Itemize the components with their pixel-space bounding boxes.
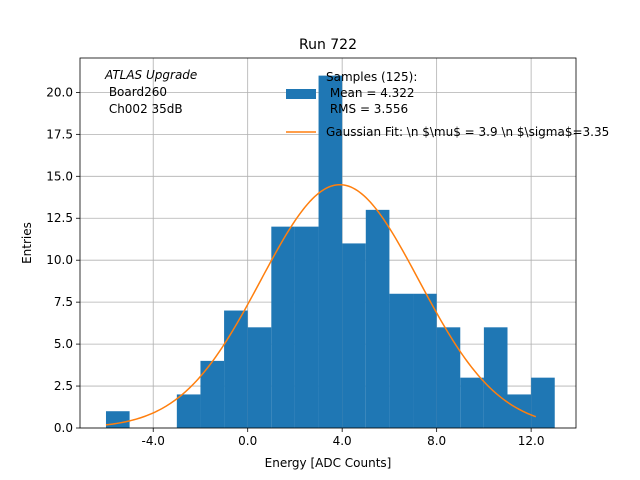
histogram-bar <box>247 327 272 428</box>
legend: Samples (125): Mean = 4.322 RMS = 3.556 … <box>286 70 609 139</box>
gaussian-fit-curve <box>105 183 537 426</box>
histogram-bar <box>271 226 295 428</box>
histogram-bar <box>224 310 248 428</box>
histogram-bar <box>389 293 414 428</box>
y-tick-label: 10.0 <box>46 253 73 267</box>
legend-histogram-line-1: Samples (125): <box>326 70 417 84</box>
annotation-line-1: ATLAS Upgrade <box>104 68 197 82</box>
chart-title: Run 722 <box>299 37 357 53</box>
y-tick-label: 7.5 <box>54 295 73 309</box>
histogram-bar <box>460 377 484 428</box>
annotation-line-3: Ch002 35dB <box>105 102 183 116</box>
annotation-line-2: Board260 <box>105 85 167 99</box>
y-tick-label: 5.0 <box>54 337 73 351</box>
histogram-bar <box>294 226 319 428</box>
y-axis-label: Entries <box>20 222 34 264</box>
histogram-bar <box>176 394 201 428</box>
annotation-box: ATLAS Upgrade Board260 Ch002 35dB <box>104 68 197 116</box>
histogram-bar <box>413 293 437 428</box>
x-axis-label: Energy [ADC Counts] <box>265 456 392 470</box>
x-tick-label: 8.0 <box>427 434 446 448</box>
x-tick-label: -4.0 <box>142 434 165 448</box>
y-axis-ticks: 0.0 2.5 5.0 7.5 10.0 12.5 15.0 17.5 20.0 <box>46 85 80 435</box>
y-tick-label: 2.5 <box>54 379 73 393</box>
histogram-bars <box>105 75 555 428</box>
legend-histogram-line-3: RMS = 3.556 <box>326 102 408 116</box>
legend-histogram-swatch <box>286 89 316 99</box>
histogram-bar <box>531 377 555 428</box>
histogram-bar <box>507 394 532 428</box>
histogram-bar <box>105 411 130 428</box>
legend-histogram-line-2: Mean = 4.322 <box>326 86 415 100</box>
y-tick-label: 0.0 <box>54 421 73 435</box>
plot-frame <box>79 57 577 429</box>
x-axis-ticks: -4.0 0.0 4.0 8.0 12.0 <box>142 428 545 448</box>
x-tick-label: 0.0 <box>238 434 257 448</box>
histogram-bar <box>436 327 461 428</box>
histogram-bar <box>200 360 225 428</box>
y-tick-label: 12.5 <box>46 211 73 225</box>
histogram-bar <box>342 243 366 428</box>
histogram-bar <box>318 75 343 428</box>
x-tick-label: 4.0 <box>333 434 352 448</box>
histogram-bar <box>483 327 508 428</box>
y-tick-label: 17.5 <box>46 127 73 141</box>
histogram-bar <box>365 209 390 428</box>
legend-fit-label: Gaussian Fit: \n $\mu$ = 3.9 \n $\sigma$… <box>326 125 609 139</box>
y-tick-label: 20.0 <box>46 85 73 99</box>
x-tick-label: 12.0 <box>518 434 545 448</box>
y-tick-label: 15.0 <box>46 169 73 183</box>
